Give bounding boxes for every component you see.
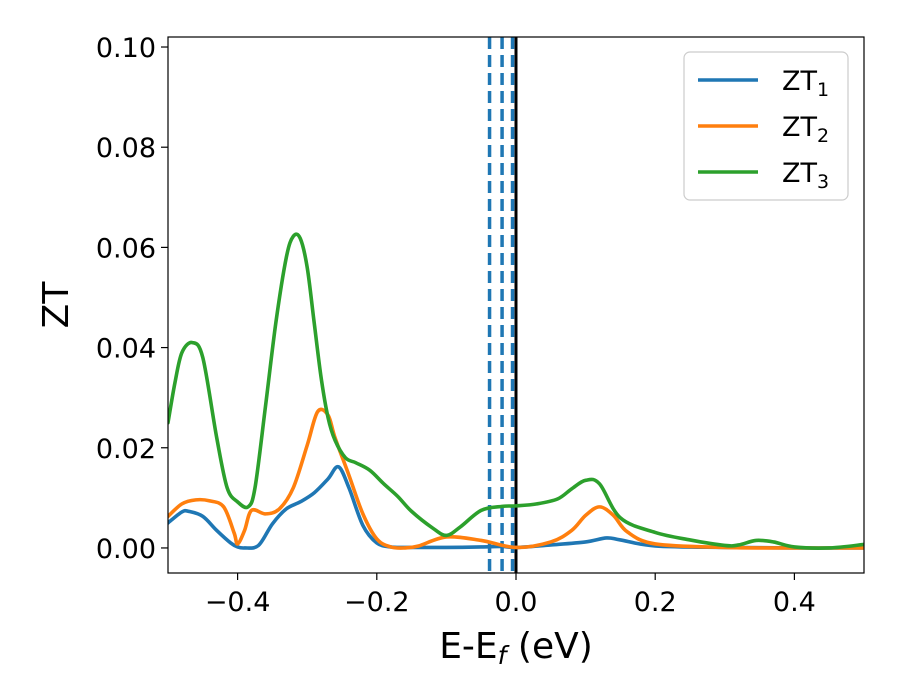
x-tick-label: 0.0 <box>495 587 538 618</box>
legend-label-zt2: ZT2 <box>782 112 829 147</box>
y-axis-label: ZT <box>36 281 77 329</box>
series-layer <box>168 232 864 550</box>
legend-box <box>683 51 849 201</box>
legend-label-zt1: ZT1 <box>782 66 829 101</box>
y-tick-label: 0.06 <box>96 233 156 264</box>
y-tick-label: 0.08 <box>96 133 156 164</box>
y-tick-label: 0.00 <box>96 534 156 565</box>
y-tick-label: 0.10 <box>96 33 156 64</box>
x-tick-label: −0.2 <box>344 587 410 618</box>
x-tick-label: 0.4 <box>773 587 816 618</box>
y-axis-ticks: 0.00 0.02 0.04 0.06 0.08 0.10 <box>96 33 168 565</box>
legend-label-zt3: ZT3 <box>782 158 829 193</box>
y-tick-label: 0.02 <box>96 434 156 465</box>
series-line-zt3 <box>168 232 864 550</box>
reference-lines <box>487 37 518 573</box>
x-tick-label: 0.2 <box>634 587 677 618</box>
series-line-zt1 <box>168 464 864 550</box>
y-tick-label: 0.04 <box>96 334 156 365</box>
x-tick-label: −0.4 <box>205 587 271 618</box>
series-line-zt2 <box>168 407 864 550</box>
x-axis-label: E-Ef (eV) <box>439 626 593 670</box>
x-axis-ticks: −0.4 −0.2 0.0 0.2 0.4 <box>205 573 816 618</box>
legend: ZT1 ZT2 ZT3 <box>683 51 849 201</box>
